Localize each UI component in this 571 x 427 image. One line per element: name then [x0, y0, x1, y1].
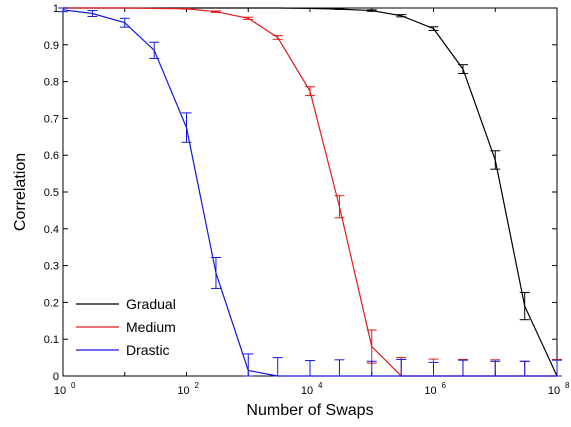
x-tick-label: 10 [301, 385, 313, 397]
legend-label: Gradual [126, 296, 176, 312]
legend-label: Medium [126, 319, 176, 335]
y-tick-label: 0 [53, 371, 59, 383]
x-tick-exponent: 8 [565, 381, 570, 390]
x-tick-exponent: 0 [71, 381, 76, 390]
y-tick-label: 0.7 [44, 113, 59, 125]
y-tick-label: 0.9 [44, 40, 59, 52]
y-tick-label: 0.8 [44, 77, 59, 89]
plot-area [62, 7, 558, 377]
x-axis-label: Number of Swaps [246, 402, 373, 419]
x-tick-exponent: 6 [442, 381, 447, 390]
y-tick-label: 0.2 [44, 297, 59, 309]
y-tick-label: 0.6 [44, 150, 59, 162]
y-axis-label: Correlation [12, 153, 29, 231]
y-tick-label: 0.5 [44, 187, 59, 199]
y-tick-label: 0.4 [44, 224, 59, 236]
series-layer [58, 7, 562, 377]
y-tick-label: 0.3 [44, 261, 59, 273]
series-drastic [58, 7, 562, 377]
x-tick-label: 10 [424, 385, 436, 397]
x-tick-exponent: 2 [195, 381, 200, 390]
y-tick-label: 1 [53, 3, 59, 15]
legend: Gradual Medium Drastic [76, 296, 176, 358]
legend-label: Drastic [126, 342, 170, 358]
x-tick-label: 10 [54, 385, 66, 397]
x-tick-label: 10 [177, 385, 189, 397]
y-axis-ticks: 0 0.1 0.2 0.3 0.4 0.5 0.6 0.7 0.8 0.9 1 [44, 3, 557, 383]
x-tick-exponent: 4 [318, 381, 323, 390]
x-tick-label: 10 [548, 385, 560, 397]
y-tick-label: 0.1 [44, 334, 59, 346]
